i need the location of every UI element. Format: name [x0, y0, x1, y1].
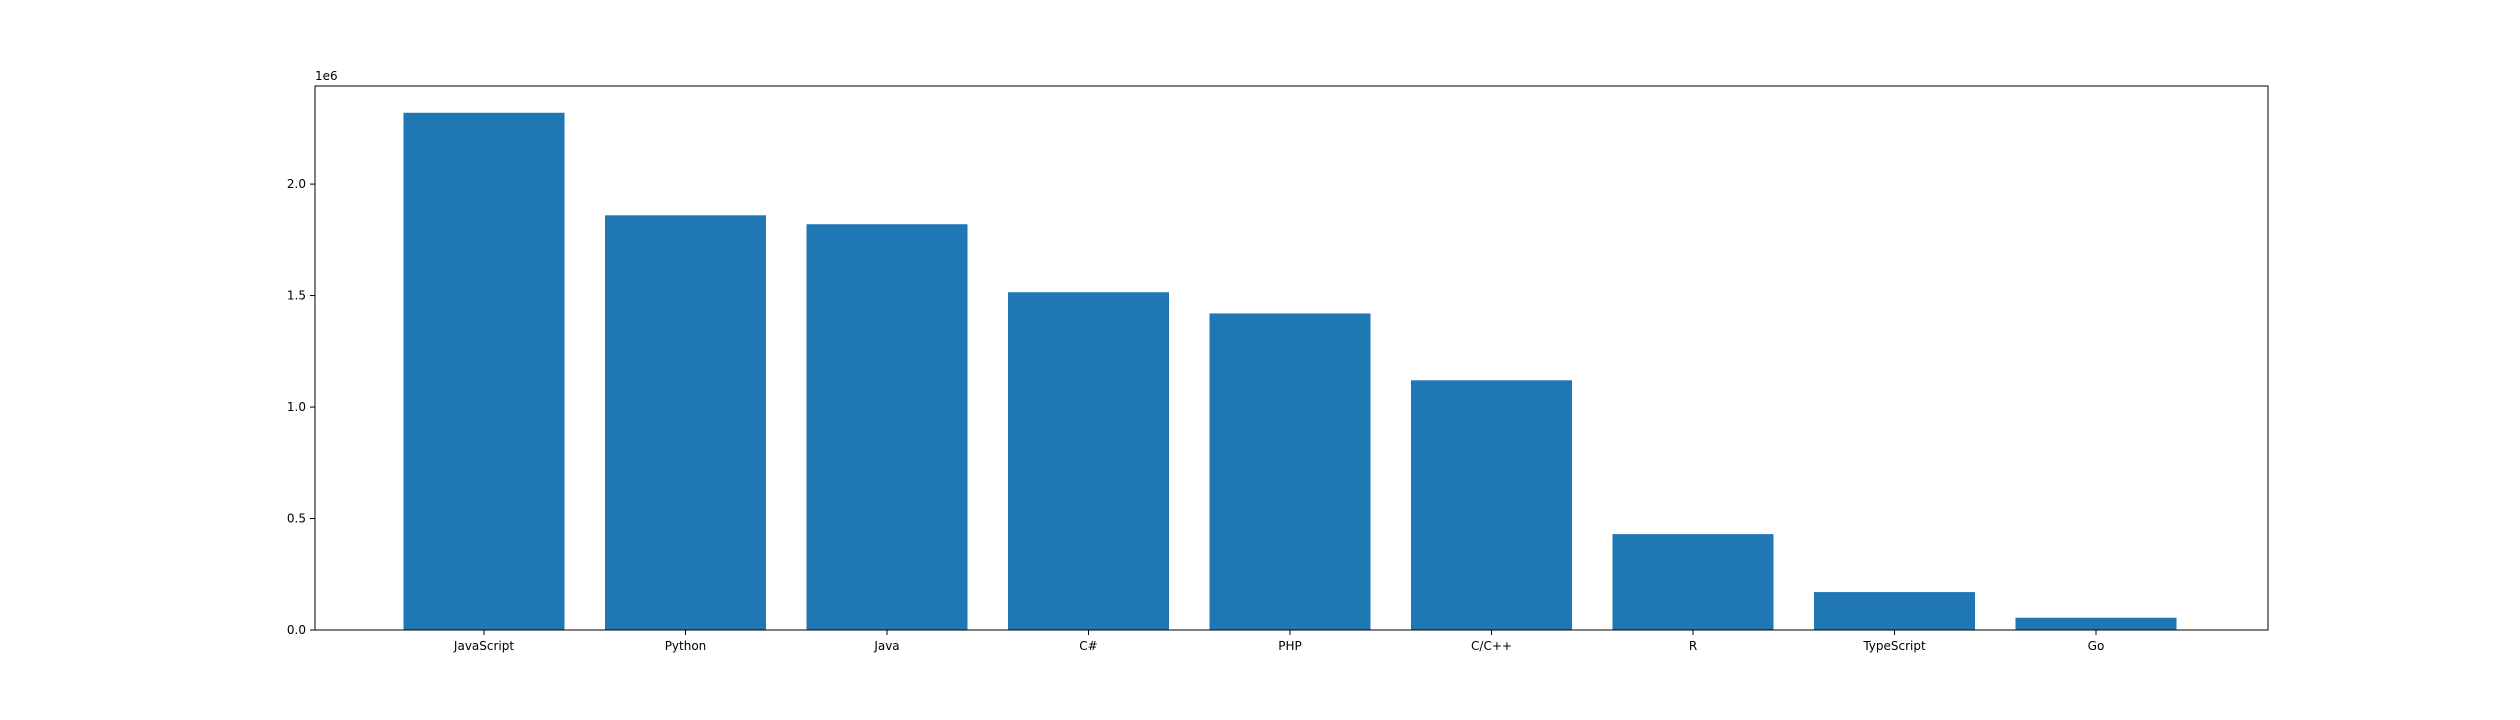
bar-python [605, 215, 766, 631]
bars-group [403, 112, 2177, 631]
x-tick-label: R [1689, 639, 1697, 653]
x-tick-label: Go [2088, 639, 2105, 653]
x-tick-label: Python [665, 639, 707, 653]
y-axis-offset-label: 1e6 [315, 69, 338, 83]
bar-c-c- [1411, 380, 1572, 630]
y-tick-label: 0.0 [287, 623, 306, 637]
x-tick-label: TypeScript [1862, 639, 1926, 653]
y-tick-label: 1.5 [287, 289, 306, 303]
bar-c- [1008, 292, 1169, 630]
x-tick-label: C/C++ [1471, 639, 1512, 653]
y-tick-label: 2.0 [287, 177, 306, 191]
bar-go [2015, 617, 2177, 630]
x-tick-label: Java [873, 639, 899, 653]
y-tick-label: 1.0 [287, 400, 306, 414]
plot-frame [314, 85, 2269, 631]
y-axis-ticks: 0.0 0.5 1.0 1.5 2.0 [287, 177, 315, 637]
bar-r [1612, 534, 1774, 630]
x-tick-label: C# [1079, 639, 1097, 653]
bar-typescript [1814, 592, 1975, 630]
y-tick-label: 0.5 [287, 512, 306, 526]
bar-javascript [403, 112, 565, 631]
x-tick-label: PHP [1278, 639, 1302, 653]
x-axis-ticks: JavaScript Python Java C# PHP C/C++ R TypeScrip… [453, 630, 2104, 653]
x-tick-label: JavaScript [453, 639, 514, 653]
bar-php [1209, 313, 1371, 630]
bar-java [806, 224, 968, 631]
